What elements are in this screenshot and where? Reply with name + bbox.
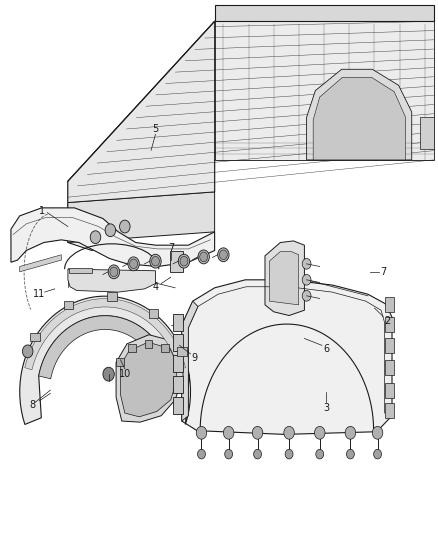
Circle shape [346, 449, 354, 459]
Bar [149, 309, 159, 318]
Polygon shape [307, 69, 412, 160]
Circle shape [314, 426, 325, 439]
Polygon shape [385, 383, 394, 398]
Bar [161, 344, 169, 352]
Polygon shape [68, 21, 215, 203]
Polygon shape [173, 397, 183, 414]
Bar [64, 301, 74, 309]
Polygon shape [116, 335, 183, 422]
Circle shape [198, 250, 209, 264]
Polygon shape [20, 255, 61, 272]
Text: 3: 3 [323, 403, 329, 413]
Bar [177, 347, 187, 356]
Circle shape [252, 426, 263, 439]
Polygon shape [68, 192, 215, 243]
Circle shape [200, 252, 208, 262]
Circle shape [108, 265, 120, 279]
Circle shape [110, 267, 118, 277]
Polygon shape [385, 297, 394, 312]
Text: 5: 5 [152, 124, 159, 134]
Bar [116, 358, 124, 366]
Polygon shape [385, 403, 394, 418]
Circle shape [128, 257, 139, 271]
Circle shape [178, 254, 190, 268]
Polygon shape [385, 360, 394, 375]
Text: 8: 8 [30, 400, 36, 410]
Bar [145, 340, 152, 348]
Polygon shape [173, 314, 183, 331]
Circle shape [150, 254, 161, 268]
Circle shape [345, 426, 356, 439]
Polygon shape [173, 334, 183, 351]
Polygon shape [385, 338, 394, 353]
Circle shape [120, 220, 130, 233]
Polygon shape [385, 317, 394, 332]
Circle shape [198, 449, 205, 459]
Bar [107, 292, 117, 301]
Text: 2: 2 [385, 316, 391, 326]
Polygon shape [313, 77, 406, 160]
Polygon shape [25, 298, 186, 370]
Text: 4: 4 [152, 282, 159, 292]
Polygon shape [39, 316, 172, 379]
Circle shape [254, 449, 261, 459]
Circle shape [302, 259, 311, 269]
Polygon shape [215, 5, 434, 21]
Polygon shape [11, 208, 215, 266]
Circle shape [103, 367, 114, 381]
Polygon shape [20, 296, 191, 424]
Circle shape [130, 259, 138, 269]
Circle shape [105, 224, 116, 237]
Circle shape [218, 248, 229, 262]
Circle shape [22, 345, 33, 358]
Circle shape [90, 231, 101, 244]
Polygon shape [182, 301, 198, 421]
Text: 1: 1 [39, 206, 45, 215]
Text: 6: 6 [323, 344, 329, 354]
Polygon shape [182, 280, 392, 434]
Polygon shape [69, 268, 92, 273]
Text: 7: 7 [380, 267, 386, 277]
Circle shape [152, 256, 159, 266]
Polygon shape [265, 241, 304, 316]
Text: 10: 10 [119, 369, 131, 379]
Polygon shape [68, 269, 155, 292]
Polygon shape [420, 117, 434, 149]
Polygon shape [173, 355, 183, 372]
Circle shape [374, 449, 381, 459]
Bar [30, 333, 39, 341]
Text: 9: 9 [192, 353, 198, 363]
Circle shape [225, 449, 233, 459]
Polygon shape [215, 21, 434, 160]
Text: 11: 11 [33, 289, 46, 299]
Circle shape [196, 426, 207, 439]
Circle shape [372, 426, 383, 439]
Circle shape [284, 426, 294, 439]
Circle shape [302, 274, 311, 285]
Polygon shape [173, 376, 183, 393]
Polygon shape [120, 342, 177, 417]
Text: 7: 7 [168, 243, 174, 253]
Polygon shape [170, 251, 183, 272]
Circle shape [223, 426, 234, 439]
Circle shape [180, 256, 188, 266]
Circle shape [219, 250, 227, 260]
Circle shape [302, 290, 311, 301]
Polygon shape [68, 21, 434, 251]
Bar [128, 344, 136, 352]
Polygon shape [269, 252, 299, 305]
Circle shape [285, 449, 293, 459]
Circle shape [316, 449, 324, 459]
